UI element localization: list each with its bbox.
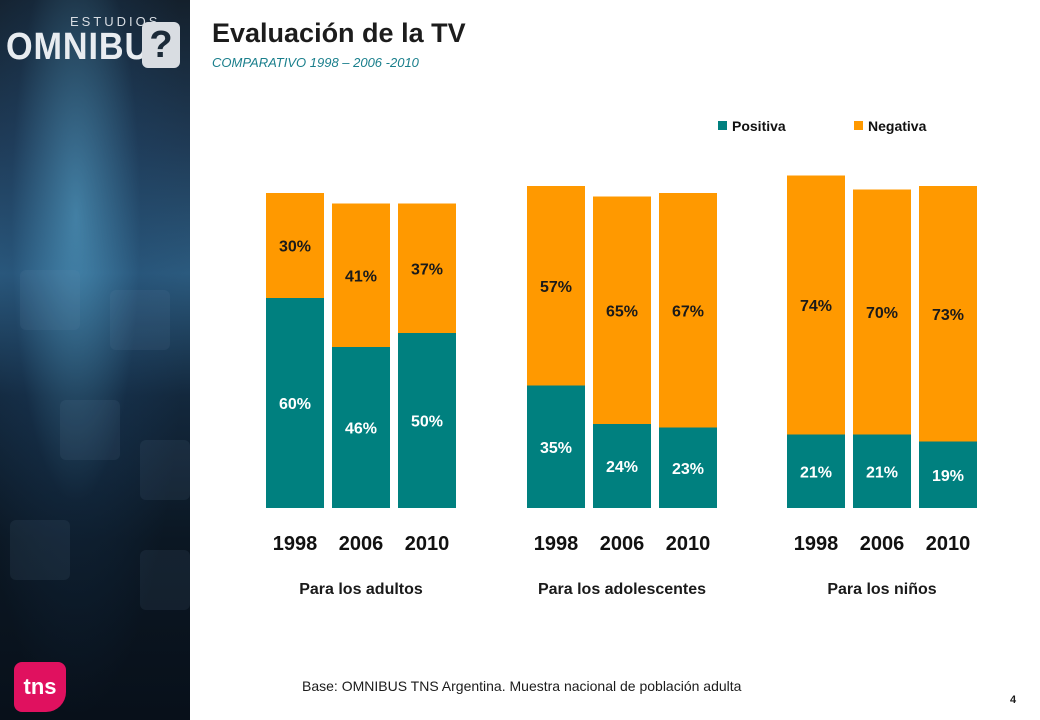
footnote: Base: OMNIBUS TNS Argentina. Muestra nac… — [302, 678, 742, 694]
bar-negativa — [266, 193, 324, 298]
data-label: 30% — [279, 239, 311, 256]
x-tick-label: 2006 — [860, 533, 905, 555]
bar-positiva — [853, 434, 911, 508]
data-label: 21% — [800, 464, 832, 481]
bar-positiva — [398, 333, 456, 508]
bar-negativa — [332, 203, 390, 347]
data-label: 24% — [606, 459, 638, 476]
bar-negativa — [853, 189, 911, 435]
data-label: 57% — [540, 279, 572, 296]
data-label: 41% — [345, 268, 377, 285]
data-label: 35% — [540, 440, 572, 457]
data-label: 74% — [800, 298, 832, 315]
data-label: 23% — [672, 461, 704, 478]
data-label: 37% — [411, 261, 443, 278]
data-label: 21% — [866, 464, 898, 481]
data-label: 60% — [279, 396, 311, 413]
data-label: 73% — [932, 307, 964, 324]
sidebar-glow — [0, 0, 190, 720]
bar-positiva — [919, 441, 977, 508]
bar-negativa — [919, 186, 977, 442]
x-tick-label: 2010 — [926, 533, 971, 555]
sidebar-photo-panel: ESTUDIOS OMNIBUS ? tns — [0, 0, 190, 720]
data-label: 67% — [672, 303, 704, 320]
page-subtitle: COMPARATIVO 1998 – 2006 -2010 — [212, 55, 419, 70]
group-label: Para los niños — [827, 581, 936, 598]
bar-positiva — [266, 298, 324, 508]
bar-positiva — [527, 385, 585, 508]
legend-label: Positiva — [732, 118, 786, 134]
bar-negativa — [398, 203, 456, 333]
data-label: 70% — [866, 305, 898, 322]
data-label: 50% — [411, 414, 443, 431]
tns-logo: tns — [14, 662, 66, 712]
data-label: 65% — [606, 303, 638, 320]
legend-swatch-positiva — [718, 121, 727, 130]
x-tick-label: 2010 — [666, 533, 711, 555]
group-label: Para los adolescentes — [538, 581, 706, 598]
bar-negativa — [787, 175, 845, 435]
legend-swatch-negativa — [854, 121, 863, 130]
bar-negativa — [659, 193, 717, 428]
x-tick-label: 2010 — [405, 533, 450, 555]
x-tick-label: 1998 — [534, 533, 579, 555]
bar-positiva — [332, 347, 390, 508]
x-tick-label: 2006 — [339, 533, 384, 555]
logo-estudios: ESTUDIOS — [70, 14, 161, 29]
bar-positiva — [787, 434, 845, 508]
x-tick-label: 1998 — [794, 533, 839, 555]
bar-positiva — [593, 424, 651, 508]
bar-positiva — [659, 427, 717, 508]
bar-negativa — [593, 196, 651, 424]
bar-negativa — [527, 186, 585, 386]
legend-label: Negativa — [868, 118, 927, 134]
sidebar-tiles — [0, 250, 190, 720]
logo-question-mark-icon: ? — [142, 22, 180, 68]
x-tick-label: 1998 — [273, 533, 318, 555]
page-number: 4 — [1010, 694, 1017, 706]
page-title: Evaluación de la TV — [212, 18, 466, 48]
group-label: Para los adultos — [299, 581, 423, 598]
data-label: 46% — [345, 421, 377, 438]
x-tick-label: 2006 — [600, 533, 645, 555]
data-label: 19% — [932, 468, 964, 485]
